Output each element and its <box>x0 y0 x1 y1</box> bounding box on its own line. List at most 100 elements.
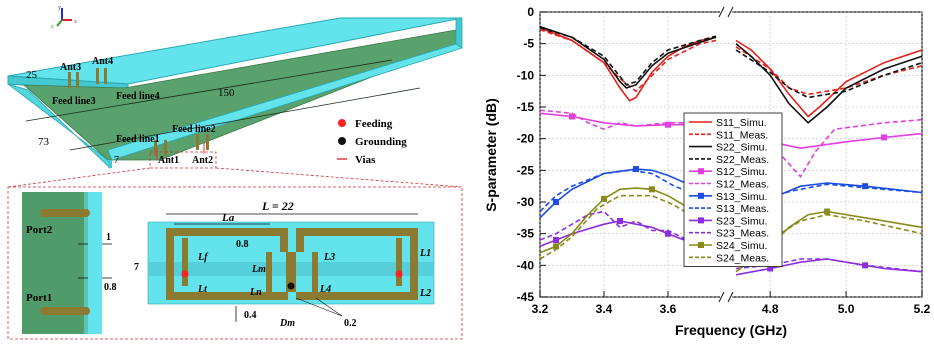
series-marker-S24_Simu. <box>649 186 655 193</box>
axis-break-mark <box>727 291 734 303</box>
legend-label: S24_Meas. <box>716 252 769 264</box>
legend-grounding: Grounding <box>355 136 407 148</box>
dim-08b: 0.8 <box>236 239 249 250</box>
chart-legend: S11_Simu.S11_Meas.S22_Simu.S22_Meas.S12_… <box>683 112 783 268</box>
chart-svg: 0 -5 -10 -15 -20 -25 -30 -35 -40 -453.2 3.4 3.6 4.8 5… <box>483 5 931 338</box>
y-tick-label: -30 <box>517 195 535 209</box>
series-layer <box>539 25 923 276</box>
dim-L2: L2 <box>419 288 431 299</box>
series-line-S22_Meas. <box>539 27 717 86</box>
series-line-S13_Meas. <box>539 169 717 213</box>
legend-label: S23_Simu. <box>716 215 767 227</box>
y-tick-label: -35 <box>517 227 535 241</box>
feed-line2-label: Feed line2 <box>172 124 216 135</box>
legend-label: S13_Meas. <box>716 203 769 215</box>
legend-marker <box>698 217 704 224</box>
antenna-geometry-figure: y x z 25 150 73 7 Ant3 Ant4 Feed line3 F… <box>0 0 470 345</box>
dim-L3: L3 <box>323 252 335 263</box>
ant3-label: Ant3 <box>60 62 81 73</box>
legend-label: S11_Simu. <box>716 117 767 129</box>
series-marker-S23_Simu. <box>665 230 671 237</box>
dim-1: 1 <box>106 232 111 243</box>
axis-triad-icon: y x z <box>51 5 77 30</box>
y-tick-label: -45 <box>517 290 535 304</box>
legend-label: S24_Simu. <box>716 240 767 252</box>
axis-break-mark <box>727 6 734 18</box>
series-line-S22_Simu. <box>735 43 923 124</box>
dim-L1: L1 <box>419 248 431 259</box>
upper-feed-strips <box>68 68 107 88</box>
series-marker-S24_Simu. <box>553 243 559 250</box>
series-line-S24_Simu. <box>539 187 717 254</box>
legend-marker <box>698 192 704 199</box>
x-tick-label: 3.6 <box>660 302 677 316</box>
series-marker-S24_Simu. <box>601 195 607 202</box>
legend-box <box>683 112 783 268</box>
series-marker-S23_Simu. <box>617 218 623 224</box>
series-marker-S12_Simu. <box>569 113 575 120</box>
x-tick-label: 4.8 <box>762 302 779 316</box>
dim-7: 7 <box>114 155 119 166</box>
substrate-3d <box>7 17 463 170</box>
dim-Ln: Ln <box>249 287 262 298</box>
x-tick-label: 5.2 <box>914 302 931 316</box>
y-tick-label: -5 <box>523 37 534 51</box>
series-line-S12_Meas. <box>539 109 700 131</box>
x-axis-label: Frequency (GHz) <box>675 322 787 338</box>
port-panel <box>22 192 102 334</box>
legend-label: S11_Meas. <box>716 129 768 141</box>
dim-04: 0.4 <box>244 310 257 321</box>
y-tick-label: -25 <box>517 163 535 177</box>
legend-label: S12_Meas. <box>716 179 769 191</box>
dim-L4: L4 <box>319 284 331 295</box>
left-feed-dot <box>181 270 189 278</box>
legend-label: S13_Simu. <box>716 191 767 203</box>
y-tick-label: -40 <box>517 258 535 272</box>
legend-feeding: Feeding <box>355 118 393 130</box>
antenna-detail <box>147 221 435 305</box>
ant1-label: Ant1 <box>158 155 179 166</box>
dim-Lf: Lf <box>197 252 209 263</box>
axis-y-label: y <box>58 5 61 11</box>
axis-z-label: z <box>51 24 54 30</box>
port1-label: Port1 <box>26 292 52 304</box>
y-tick-label: -10 <box>517 68 535 82</box>
dim-08a: 0.8 <box>104 282 117 293</box>
series-line-S11_Simu. <box>735 39 923 118</box>
legend-vias: Vias <box>355 154 376 166</box>
series-marker-S13_Simu. <box>633 166 639 173</box>
lower-feed-strips <box>154 134 209 160</box>
series-marker-S13_Simu. <box>553 199 559 205</box>
legend-label: S12_Simu. <box>716 166 767 178</box>
x-tick-label: 3.2 <box>532 302 549 316</box>
series-marker-S24_Simu. <box>824 208 831 215</box>
series-marker-S13_Simu. <box>862 183 869 190</box>
ticks: 0 -5 -10 -15 -20 -25 -30 -35 -40 -453.2 3.4 3.6 4.8 5… <box>517 5 931 316</box>
y-tick-label: 0 <box>527 5 534 19</box>
feed-line1-label: Feed line1 <box>116 134 160 145</box>
axis-break-gap <box>720 292 732 302</box>
legend-marker <box>698 242 704 248</box>
series-line-S22_Simu. <box>539 25 717 89</box>
ground-dot <box>287 282 295 290</box>
dim-L22: L = 22 <box>261 199 294 213</box>
dim-Lm: Lm <box>251 264 266 275</box>
axis-break-gap <box>720 7 732 17</box>
series-marker-S23_Simu. <box>767 265 774 272</box>
axis-break-mark <box>718 291 725 303</box>
series-line-S23_Meas. <box>539 210 717 254</box>
dim-02: 0.2 <box>344 318 357 329</box>
feeding-marker <box>338 119 346 127</box>
series-marker-S23_Simu. <box>553 237 559 243</box>
antenna-geometry-svg: y x z 25 150 73 7 Ant3 Ant4 Feed line3 F… <box>7 5 463 340</box>
axis-break-mark <box>718 6 725 18</box>
detail-callout-box <box>149 151 217 169</box>
series-marker-S12_Simu. <box>881 134 888 141</box>
feed-line3-label: Feed line3 <box>52 96 96 107</box>
y-tick-label: -15 <box>517 100 535 114</box>
y-tick-label: -20 <box>517 132 535 146</box>
dim-La: La <box>221 212 235 224</box>
dim-Dm: Dm <box>279 318 295 329</box>
y-axis-label: S-parameter (dB) <box>483 98 499 212</box>
geometry-legend: Feeding Grounding Vias <box>337 118 407 166</box>
